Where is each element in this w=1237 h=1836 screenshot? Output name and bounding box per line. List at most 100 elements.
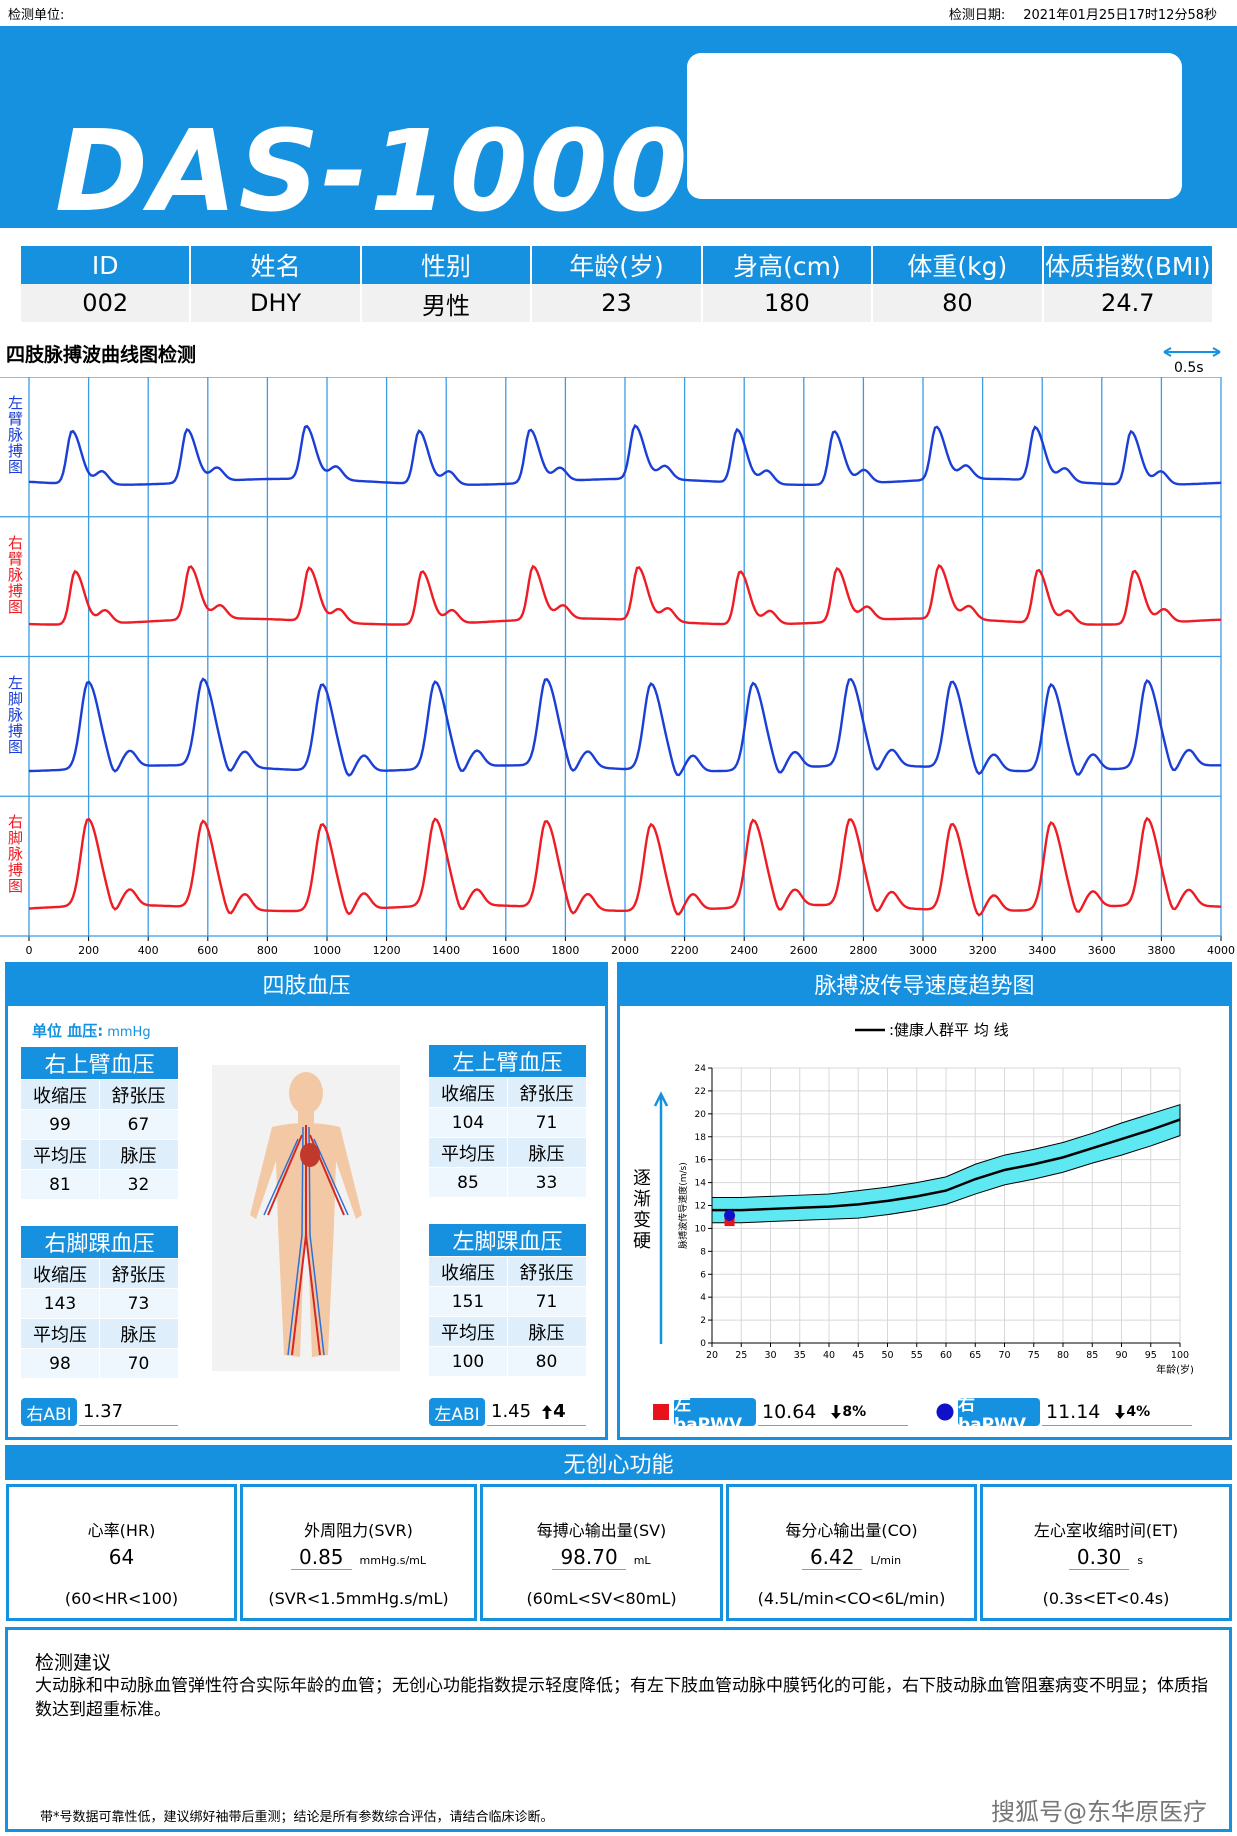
cardiac-unit: mL (633, 1554, 651, 1567)
x-tick-label: 3200 (969, 944, 997, 957)
cardiac-label: 每分心输出量(CO) (785, 1521, 918, 1540)
y-axis-label: 脉搏波传导速度(m/s) (677, 1162, 689, 1249)
x-tick-label: 45 (852, 1350, 864, 1361)
bp-value: 67 (99, 1110, 178, 1139)
x-tick-label: 95 (1145, 1350, 1157, 1361)
cardiac-label: 心率(HR) (87, 1521, 156, 1540)
bp-label: 收缩压 (21, 1259, 99, 1288)
cardiac-range: (60mL<SV<80mL) (526, 1589, 677, 1608)
unit-line: 单位 血压: mmHg (32, 1020, 151, 1041)
x-tick-label: 40 (823, 1350, 835, 1361)
abi-label: 左ABI (429, 1398, 485, 1426)
patient-value: DHY (191, 284, 362, 322)
x-tick-label: 35 (794, 1350, 806, 1361)
cardiac-value-line: 0.85 mmHg.s/mL (243, 1545, 474, 1570)
cardiac-range: (60<HR<100) (64, 1589, 179, 1608)
arrow-down (831, 1404, 842, 1419)
bp-value: 100 (429, 1347, 507, 1376)
y-tick-label: 4 (700, 1293, 706, 1303)
y-tick-label: 8 (700, 1247, 706, 1257)
y-tick-label: 18 (695, 1133, 707, 1143)
x-tick-label: 20 (706, 1350, 718, 1361)
pulse-wave (28, 816, 1222, 917)
cardiac-title: 无创心功能 (5, 1445, 1232, 1480)
x-tick-label: 1200 (373, 944, 401, 957)
patient-value: 002 (21, 284, 192, 322)
normal-band (711, 1103, 1181, 1224)
y-tick-label: 20 (695, 1110, 707, 1120)
bp-label: 脉压 (99, 1319, 178, 1348)
unit-label: 检测单位: (8, 8, 65, 23)
cardiac-cell: 心率(HR) 64 (60<HR<100) (6, 1484, 237, 1621)
cardiac-cell: 每分心输出量(CO) 6.42 L/min (4.5L/min<CO<6L/min) (726, 1484, 977, 1621)
y-tick-label: 10 (695, 1224, 707, 1234)
bp-group-title: 左上臂血压 (429, 1045, 586, 1077)
arrow-up (542, 1404, 553, 1419)
x-tick-label: 1400 (432, 944, 460, 957)
unit-label: 单位 血压: (32, 1022, 104, 1040)
x-tick-label: 0 (26, 944, 33, 957)
pulse-wave (29, 677, 1221, 777)
cardiac-value: 0.30 (1068, 1545, 1130, 1570)
bp-group-title: 右上臂血压 (21, 1047, 178, 1079)
y-tick-label: 12 (695, 1202, 706, 1212)
bp-label: 平均压 (21, 1140, 99, 1169)
bp-label: 舒张压 (507, 1257, 586, 1286)
cardiac-value: 64 (108, 1545, 135, 1569)
patient-value: 男性 (361, 284, 533, 322)
cardiac-cell: 左心室收缩时间(ET) 0.30 s (0.3s<ET<0.4s) (980, 1484, 1232, 1621)
date-label: 检测日期: (948, 8, 1006, 23)
bp-value: 71 (507, 1108, 586, 1137)
bp-value: 80 (507, 1347, 586, 1376)
waveform-chart: 0 200 400 600 800 1000 1200 1400 1600 1800 2000 220… (0, 377, 1235, 957)
advice-title: 检测建议 (35, 1652, 112, 1674)
x-tick-label: 80 (1057, 1350, 1069, 1361)
abi-line: 1.37 (79, 1398, 178, 1426)
pwv-marker (724, 1216, 735, 1227)
pulse-wave (28, 423, 1222, 486)
x-tick-label: 30 (764, 1350, 776, 1361)
chart-title: 脉搏波传导速度趋势图 (617, 962, 1232, 1006)
y-tick-label: 24 (695, 1064, 707, 1074)
cardiac-unit: s (1137, 1554, 1144, 1567)
abi-label: 右ABI (21, 1398, 77, 1426)
bp-value: 143 (21, 1289, 99, 1318)
arrow-down (1115, 1404, 1126, 1419)
x-tick-label: 25 (735, 1350, 747, 1361)
cardiac-unit: mmHg.s/mL (359, 1554, 426, 1567)
x-tick-label: 75 (1028, 1350, 1040, 1361)
bp-value: 32 (99, 1170, 178, 1199)
scale-arrow (1163, 347, 1221, 357)
bp-label: 平均压 (429, 1317, 507, 1346)
x-tick-label: 4000 (1207, 944, 1235, 957)
bp-value: 98 (21, 1349, 99, 1378)
y-tick-label: 2 (700, 1316, 706, 1326)
cardiac-range: (0.3s<ET<0.4s) (1042, 1589, 1170, 1608)
bp-value: 81 (21, 1170, 99, 1199)
unit: mmHg (107, 1025, 151, 1040)
x-tick-label: 2000 (611, 944, 639, 957)
bp-value: 70 (99, 1349, 178, 1378)
cardiac-label: 外周阻力(SVR) (304, 1521, 413, 1540)
x-tick-label: 2800 (849, 944, 877, 957)
patient-header: 体质指数(BMI) (1043, 246, 1214, 284)
x-tick-label: 70 (998, 1350, 1010, 1361)
cardiac-unit: L/min (870, 1554, 902, 1567)
x-tick-label: 55 (911, 1350, 923, 1361)
bp-label: 平均压 (21, 1319, 99, 1348)
patient-header: 姓名 (191, 246, 362, 284)
marker-name: 右baPWV (958, 1395, 1040, 1435)
bp-label: 脉压 (99, 1140, 178, 1169)
marker-icon (653, 1404, 669, 1420)
legend-label: :健康人群平 均 线 (889, 1021, 1009, 1039)
mean-line (712, 1118, 1181, 1212)
logo-box (687, 53, 1182, 199)
bp-group-title: 左脚踝血压 (429, 1224, 586, 1256)
bp-label: 舒张压 (99, 1080, 178, 1109)
x-tick-label: 3800 (1147, 944, 1175, 957)
row-label: 右臂脉搏图 (6, 534, 24, 615)
cardiac-value: 6.42 (801, 1545, 863, 1570)
abi-change: 4 (553, 1401, 566, 1422)
cardiac-value-line: 64 (9, 1545, 234, 1569)
